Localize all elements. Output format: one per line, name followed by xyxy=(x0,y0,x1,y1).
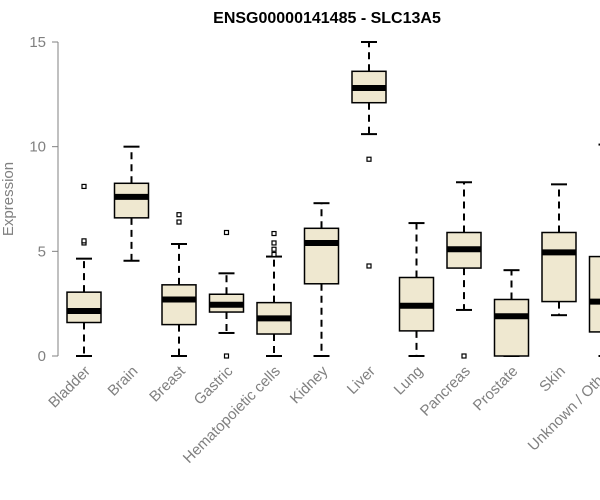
iqr-box xyxy=(493,298,530,357)
iqr-box xyxy=(113,182,150,219)
outlier-point xyxy=(271,251,277,258)
box-lung xyxy=(398,222,435,357)
x-tick-label: Pancreas xyxy=(417,363,474,420)
iqr-box xyxy=(303,227,340,285)
box-unknown-other xyxy=(588,143,600,357)
y-axis-label: Expression xyxy=(0,162,17,236)
box-prostate xyxy=(493,269,530,357)
outlier-point xyxy=(271,230,277,237)
outlier-point xyxy=(271,246,277,252)
box-breast xyxy=(161,212,197,357)
outlier-point xyxy=(366,263,372,269)
boxes xyxy=(66,41,600,359)
y-tick-label: 15 xyxy=(29,34,46,51)
outlier-point xyxy=(271,240,277,246)
y-tick-label: 10 xyxy=(29,139,46,156)
outlier-point xyxy=(461,353,467,359)
outlier-point xyxy=(176,212,182,218)
box-skin xyxy=(541,183,577,317)
outlier-point xyxy=(223,229,230,236)
y-tick-label: 5 xyxy=(38,243,46,260)
box-gastric xyxy=(208,229,245,359)
outlier-point xyxy=(81,238,87,244)
outlier-point xyxy=(176,219,182,225)
iqr-box xyxy=(66,291,102,324)
outlier-point xyxy=(223,353,230,359)
box-kidney xyxy=(303,202,340,357)
box-hematopoietic-cells xyxy=(256,230,292,357)
x-tick-label: Gastric xyxy=(191,362,237,408)
iqr-box xyxy=(541,231,577,303)
x-tick-label: Bladder xyxy=(45,363,94,412)
iqr-box xyxy=(588,255,600,333)
x-tick-label: Skin xyxy=(536,363,569,396)
chart-title: ENSG00000141485 - SLC13A5 xyxy=(213,10,441,27)
box-pancreas xyxy=(446,181,482,359)
x-tick-label: Kidney xyxy=(287,362,332,407)
x-tick-label: Breast xyxy=(146,362,189,405)
iqr-box xyxy=(161,284,197,326)
box-brain xyxy=(113,145,150,262)
box-liver xyxy=(351,41,387,269)
outlier-point xyxy=(81,183,87,190)
x-tick-label: Prostate xyxy=(470,363,522,415)
x-tick-label: Liver xyxy=(344,363,379,398)
x-tick-label: Lung xyxy=(391,363,427,399)
outlier-point xyxy=(366,156,372,162)
box-bladder xyxy=(66,183,102,357)
y-tick-label: 0 xyxy=(38,348,46,365)
y-axis: 0 5 10 15 xyxy=(29,34,59,365)
x-tick-label: Brain xyxy=(105,363,142,400)
